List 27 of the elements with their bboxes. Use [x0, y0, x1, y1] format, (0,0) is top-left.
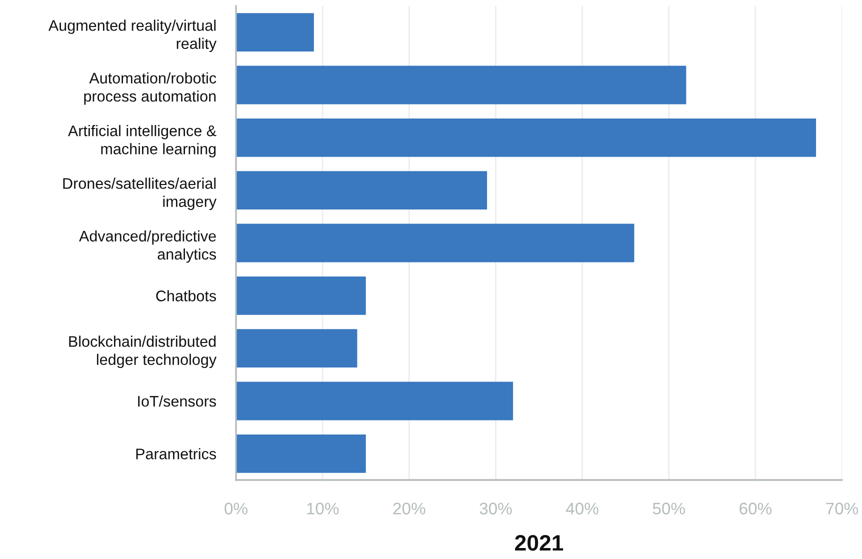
bar [236, 171, 488, 210]
y-tick-label: Chatbots [156, 290, 216, 302]
y-tick-label: Parametrics [136, 448, 216, 460]
bar [236, 276, 366, 315]
x-tick-label: 50% [652, 502, 685, 514]
x-tick-label: 30% [480, 502, 512, 514]
x-tick-label: 0% [224, 502, 248, 514]
bar [236, 382, 514, 420]
bar [236, 118, 816, 157]
y-tick-label: Automation/robotic process automation [84, 72, 216, 105]
y-tick-label: Artificial intelligence & machine learning [68, 125, 216, 158]
x-axis-title: 2021 [515, 535, 564, 551]
bar [236, 66, 686, 104]
bar [236, 13, 314, 52]
bar [236, 434, 366, 473]
x-tick-label: 10% [307, 502, 339, 514]
y-tick-label: Drones/satellites/aerial imagery [63, 178, 217, 210]
bar [236, 329, 358, 368]
y-tick-label: Advanced/predictive analytics [79, 230, 216, 263]
x-tick-label: 60% [740, 502, 772, 514]
x-tick-label: 70% [826, 502, 858, 514]
x-tick-label: 40% [566, 502, 598, 514]
x-tick-label: 20% [393, 502, 426, 514]
y-tick-label: Blockchain/distributed ledger technology [69, 336, 217, 368]
y-tick-label: IoT/sensors [138, 395, 216, 407]
y-tick-label: Augmented reality/virtual reality [48, 20, 217, 52]
bar [236, 224, 634, 262]
